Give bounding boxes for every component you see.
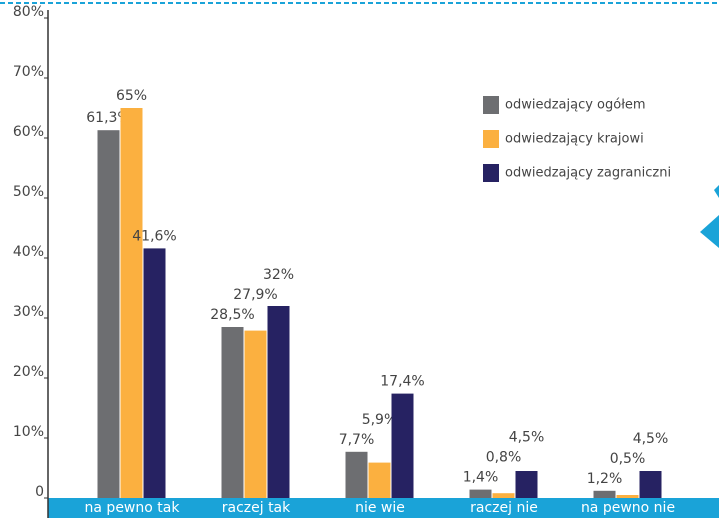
bar: [492, 493, 515, 498]
bar: [469, 489, 492, 498]
y-tick-label: 50%: [13, 184, 44, 200]
decoration: [714, 185, 719, 198]
legend-swatch: [483, 130, 499, 148]
data-label: 1,2%: [587, 471, 623, 487]
data-label: 0,5%: [610, 451, 646, 467]
y-tick-label: 0: [35, 484, 44, 500]
data-label: 41,6%: [132, 228, 176, 244]
legend-label: odwiedzający krajowi: [505, 132, 644, 147]
bar: [143, 248, 166, 498]
y-tick-label: 40%: [13, 244, 44, 260]
bar: [515, 471, 538, 498]
data-label: 17,4%: [380, 374, 424, 390]
decoration: [700, 215, 719, 248]
legend-swatch: [483, 164, 499, 182]
data-label: 4,5%: [633, 431, 669, 447]
y-tick-label: 20%: [13, 364, 44, 380]
y-tick-label: 80%: [13, 4, 44, 20]
bar: [97, 130, 120, 498]
x-tick-label: na pewno tak: [85, 500, 181, 516]
bar: [221, 327, 244, 498]
data-label: 7,7%: [339, 432, 375, 448]
data-label: 0,8%: [486, 450, 522, 466]
x-tick-label: raczej nie: [470, 500, 538, 516]
bar: [345, 451, 368, 498]
bar: [391, 393, 414, 498]
y-tick-label: 30%: [13, 304, 44, 320]
data-label: 61,3%: [86, 110, 130, 126]
bar: [616, 495, 639, 498]
y-tick-label: 10%: [13, 424, 44, 440]
bar: [244, 330, 267, 498]
category-band: [48, 498, 719, 518]
data-label: 27,9%: [233, 287, 277, 303]
x-tick-label: nie wie: [355, 500, 405, 516]
bar: [267, 306, 290, 498]
data-label: 65%: [116, 88, 147, 104]
bar: [120, 108, 143, 498]
legend-label: odwiedzający ogółem: [505, 98, 646, 113]
data-label: 5,9%: [362, 412, 398, 428]
legend-label: odwiedzający zagraniczni: [505, 166, 671, 181]
bar: [639, 471, 662, 498]
x-tick-label: raczej tak: [222, 500, 291, 516]
data-label: 32%: [263, 267, 294, 283]
data-label: 1,4%: [463, 470, 499, 486]
data-label: 28,5%: [210, 307, 254, 323]
bar: [593, 490, 616, 498]
y-tick-label: 70%: [13, 64, 44, 80]
legend-swatch: [483, 96, 499, 114]
x-tick-label: na pewno nie: [581, 500, 675, 516]
data-label: 4,5%: [509, 430, 545, 446]
bar: [368, 462, 391, 498]
y-tick-label: 60%: [13, 124, 44, 140]
